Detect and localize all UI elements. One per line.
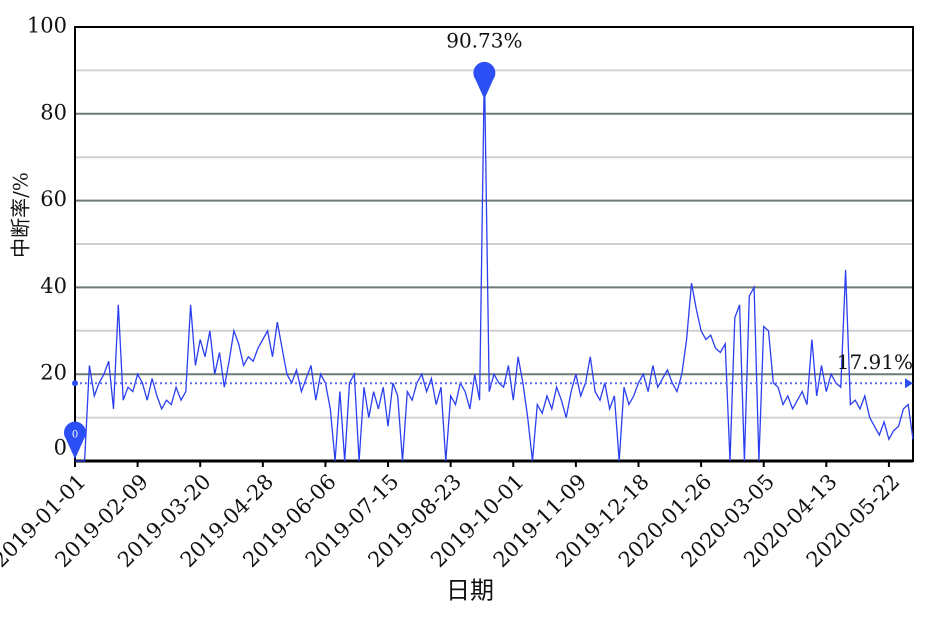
y-tick-label: 80 <box>40 100 67 124</box>
y-tick-label: 40 <box>40 274 67 298</box>
x-axis-title: 日期 <box>446 577 494 605</box>
max-pin <box>473 61 496 100</box>
line <box>75 67 914 462</box>
y-axis-title: 中断率/% <box>9 172 33 258</box>
average-label: 17.91% <box>837 350 913 374</box>
average-arrow <box>905 378 913 389</box>
average-start <box>72 380 78 387</box>
min-pin <box>64 421 86 459</box>
max-label: 90.73% <box>446 29 522 53</box>
y-tick-label: 0 <box>54 436 67 460</box>
min-label: 0 <box>72 430 78 441</box>
y-tick-label: 100 <box>27 14 67 38</box>
y-tick-label: 20 <box>40 361 67 385</box>
y-tick-label: 60 <box>40 187 67 211</box>
